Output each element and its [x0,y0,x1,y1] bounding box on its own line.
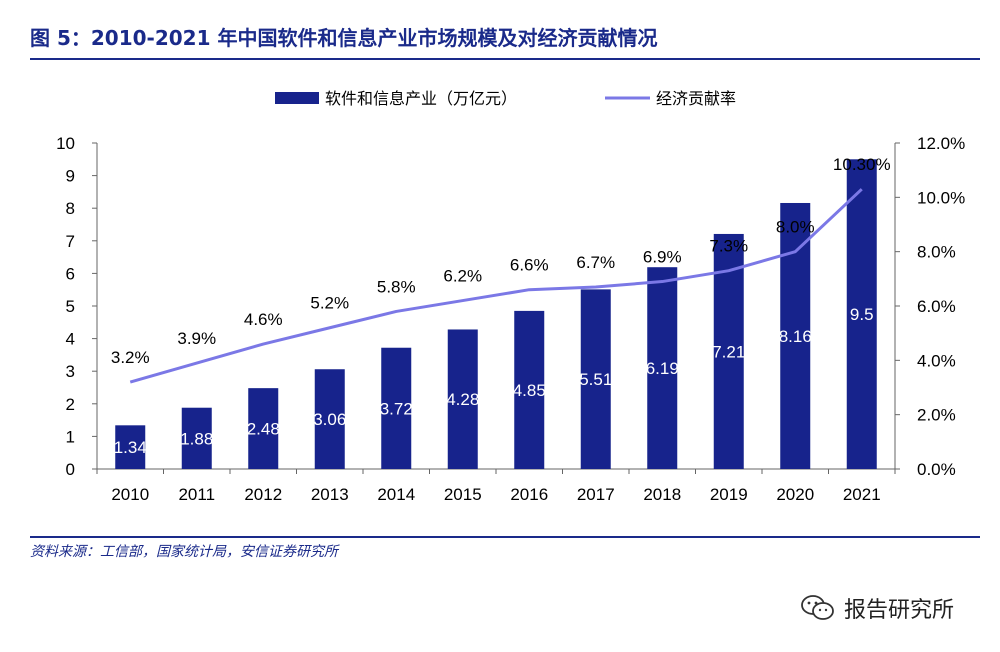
bar-value-label: 1.88 [180,429,213,448]
bar [447,329,478,469]
x-tick-label: 2018 [643,485,681,504]
line-value-label: 4.6% [244,310,283,329]
legend-label-bar: 软件和信息产业（万亿元） [325,89,517,108]
bar [115,425,146,469]
contribution-line [129,188,863,384]
y-left-tick-label: 5 [66,297,75,316]
bar-value-label: 4.28 [446,390,479,409]
bar [514,310,545,469]
line-series: 3.2% 3.9% 4.6% 5.2% 5.8% 6.2% 6.6% 6.7% 6.9% 7.3%… [111,155,891,384]
line-value-label: 8.0% [776,218,815,237]
chart-area: 软件和信息产业（万亿元） 经济贡献率 0 1 2 3 4 5 6 7 8 9 10 0.0% 2.0% 4.… [56,89,965,504]
y-left-tick-label: 4 [66,330,75,349]
y-right-tick-label: 12.0% [917,134,965,153]
y-left-tick-label: 10 [56,134,75,153]
bar [181,407,212,469]
x-tick-label: 2012 [244,485,282,504]
y-right-tick-label: 6.0% [917,297,956,316]
y-right-tick-label: 2.0% [917,406,956,425]
y-left-tick-label: 3 [66,362,75,381]
bar-value-label: 9.5 [850,305,874,324]
bar [647,267,678,469]
x-tick-label: 2014 [377,485,415,504]
x-tick-label: 2010 [111,485,149,504]
y-left-tick-label: 8 [66,199,75,218]
y-left-tick-label: 6 [66,264,75,283]
bar [780,202,811,469]
bar-value-label: 2.48 [247,420,280,439]
x-tick-label: 2015 [444,485,482,504]
x-tick-label: 2020 [776,485,814,504]
bar-value-label: 6.19 [646,359,679,378]
x-tick-label: 2016 [510,485,548,504]
bar [248,388,279,469]
bar-value-label: 3.72 [380,399,413,418]
bar-value-label: 5.51 [579,370,612,389]
wechat-icon [801,595,834,620]
line-value-label: 5.2% [310,294,349,313]
line-value-label: 5.8% [377,277,416,296]
y-left-tick-label: 1 [66,427,75,446]
x-tick-label: 2011 [178,485,215,504]
line-value-label: 10.30% [833,155,891,174]
line-value-label: 6.2% [443,267,482,286]
bar-value-label: 7.21 [712,342,745,361]
y-left-tick-label: 2 [66,395,75,414]
x-tick-label: 2019 [710,485,748,504]
line-value-label: 6.9% [643,248,682,267]
y-right-tick-label: 0.0% [917,460,956,479]
bar-value-label: 4.85 [513,381,546,400]
line-value-label: 3.2% [111,348,150,367]
x-tick-label: 2013 [311,485,349,504]
y-left-tick-label: 7 [66,232,75,251]
bar [846,159,877,470]
chart-axes: 0 1 2 3 4 5 6 7 8 9 10 0.0% 2.0% 4.0% 6.0% 8.0% 10.0% 12.… [56,134,965,504]
x-tick-label: 2017 [577,485,615,504]
y-left-tick-label: 9 [66,167,75,186]
line-value-label: 7.3% [709,237,748,256]
bar-value-label: 1.34 [114,438,147,457]
bar [580,289,611,469]
watermark-text: 报告研究所 [844,598,955,623]
bar [381,347,412,469]
legend-swatch-bar [275,92,319,104]
bar-series: 1.34 1.88 2.48 3.06 3.72 4.28 4.85 5.51 6.19 7.21… [114,159,877,470]
line-value-label: 3.9% [177,329,216,348]
bar [314,369,345,469]
y-right-tick-label: 8.0% [917,243,956,262]
title-divider [30,58,980,60]
source-divider [30,536,980,538]
figure-title: 图 5：2010-2021 年中国软件和信息产业市场规模及对经济贡献情况 [30,26,658,50]
watermark: 报告研究所 [800,592,954,624]
y-right-tick-label: 4.0% [917,351,956,370]
y-right-tick-label: 10.0% [917,188,965,207]
x-tick-label: 2021 [843,485,881,504]
legend-label-line: 经济贡献率 [656,89,736,108]
legend: 软件和信息产业（万亿元） 经济贡献率 [275,89,736,108]
bar-value-label: 3.06 [313,410,346,429]
line-value-label: 6.6% [510,256,549,275]
bar-value-label: 8.16 [779,327,812,346]
line-value-label: 6.7% [576,253,615,272]
source-note: 资料来源：工信部，国家统计局，安信证券研究所 [30,544,338,560]
y-left-tick-label: 0 [66,460,75,479]
